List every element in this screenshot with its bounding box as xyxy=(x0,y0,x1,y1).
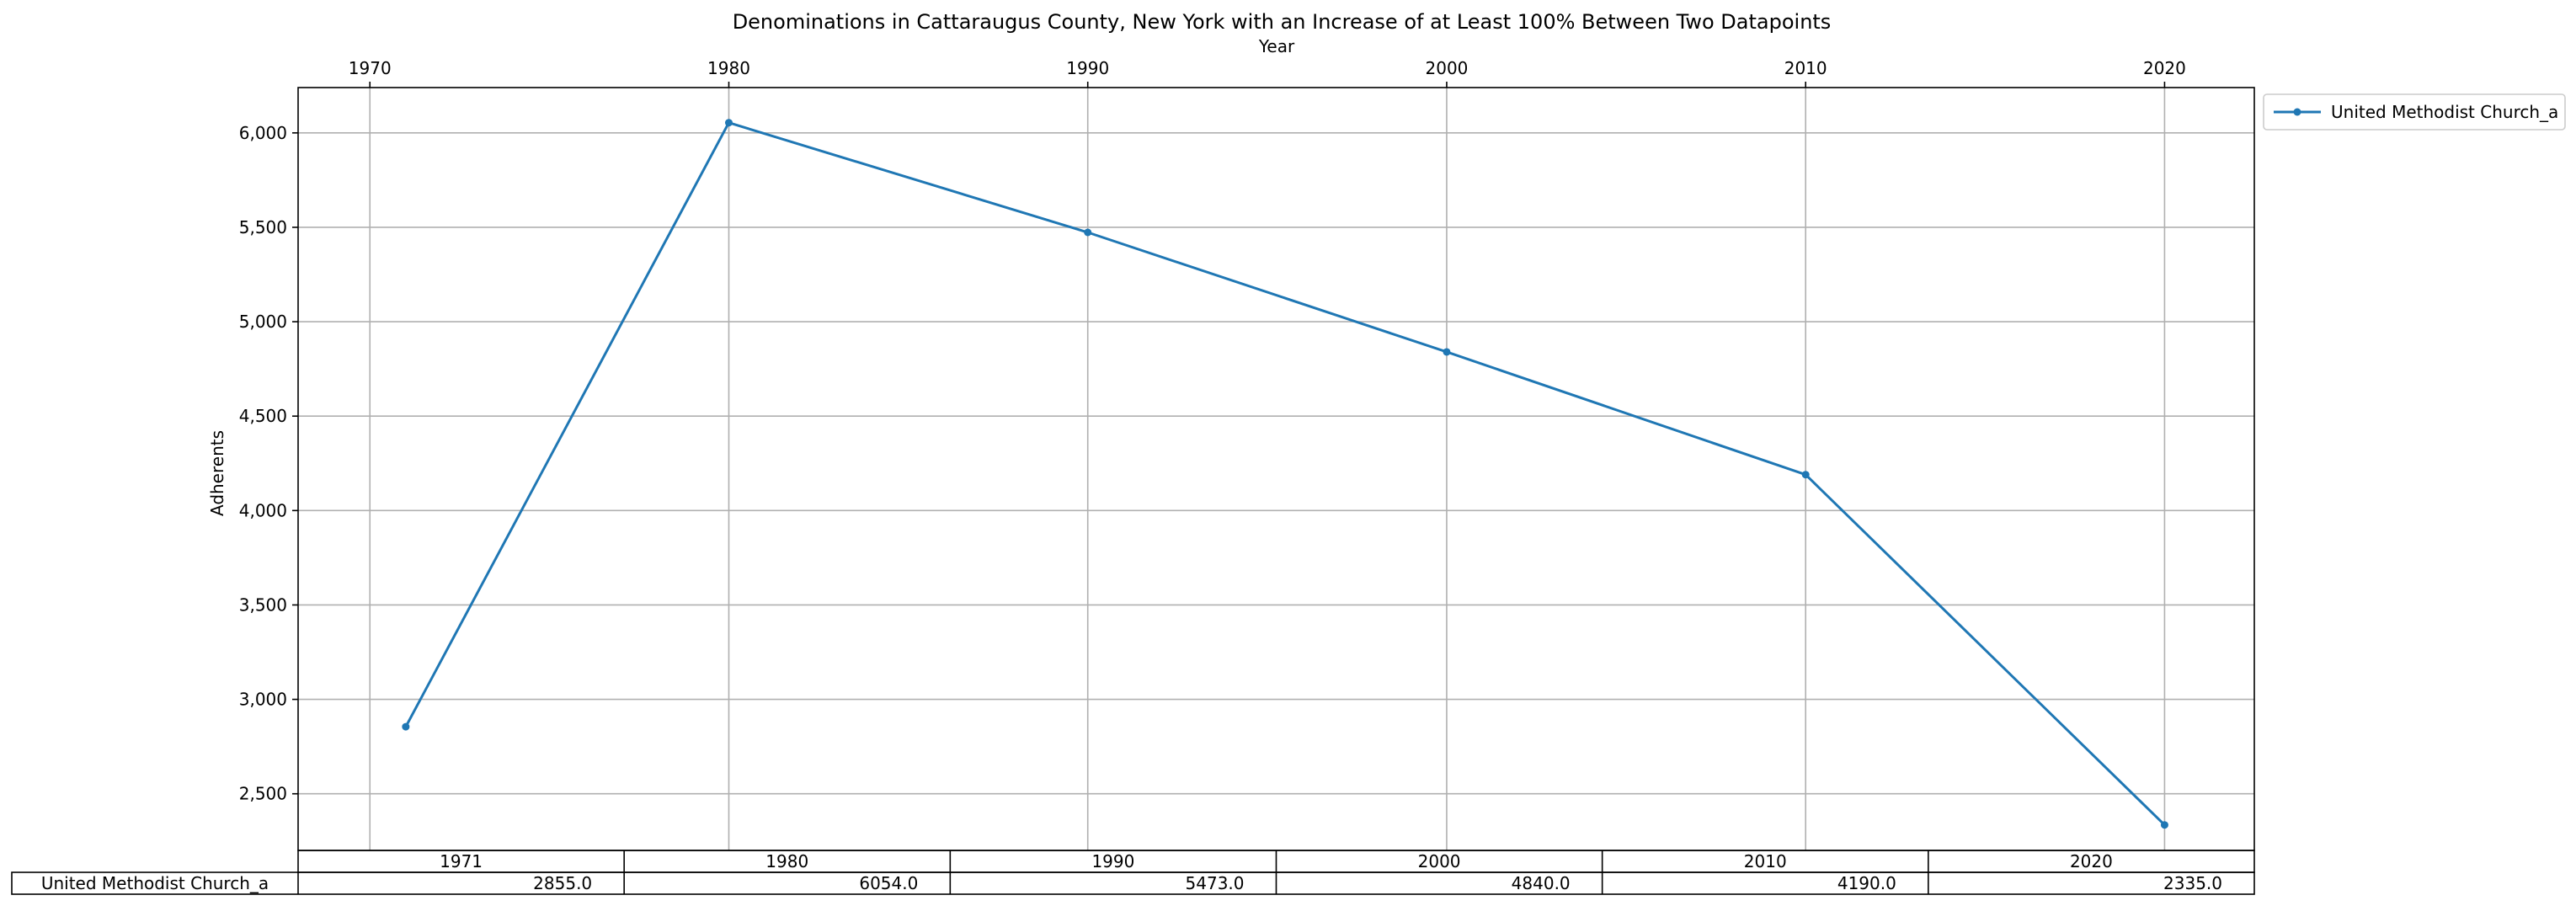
data-point xyxy=(1801,471,1810,479)
table-data-row xyxy=(11,871,2255,895)
table-column-header: 2000 xyxy=(1418,851,1461,871)
legend: United Methodist Church_a xyxy=(2263,93,2566,131)
x-tick-label: 2000 xyxy=(1426,58,1469,78)
legend-series-name: United Methodist Church_a xyxy=(2331,102,2558,122)
table-column-header: 2020 xyxy=(2070,851,2113,871)
table-cell: 4190.0 xyxy=(1837,873,1896,893)
y-tick-label: 2,500 xyxy=(239,784,287,804)
table-column-header: 1980 xyxy=(765,851,808,871)
grid-lines xyxy=(298,88,2254,850)
table-column-header: 2010 xyxy=(1744,851,1787,871)
y-axis-ticks: 2,500 3,000 3,500 4,000 4,500 5,000 5,500 6,000 xyxy=(239,123,298,804)
y-tick-label: 3,500 xyxy=(239,594,287,615)
data-point xyxy=(1084,228,1092,237)
data-point xyxy=(1443,348,1451,356)
y-axis-label: Adherents xyxy=(207,430,227,516)
table-row-label: United Methodist Church_a xyxy=(41,873,269,893)
plot-frame xyxy=(297,87,2255,851)
y-tick-label: 3,000 xyxy=(239,690,287,710)
table-column-header: 1971 xyxy=(440,851,483,871)
y-tick-label: 6,000 xyxy=(239,123,287,143)
y-tick-label: 5,000 xyxy=(239,312,287,332)
table-cell: 6054.0 xyxy=(859,873,918,893)
table-cell: 5473.0 xyxy=(1186,873,1245,893)
legend-series-marker xyxy=(2293,108,2301,116)
y-tick-label: 4,500 xyxy=(239,406,287,426)
x-tick-label: 2020 xyxy=(2143,58,2186,78)
y-tick-label: 4,000 xyxy=(239,500,287,520)
data-point xyxy=(724,119,733,127)
table-cell: 4840.0 xyxy=(1512,873,1571,893)
y-tick-label: 5,500 xyxy=(239,217,287,237)
x-axis-label: Year xyxy=(1258,36,1295,56)
data-table: 1971 1980 1990 2000 2010 2020 United Methodist… xyxy=(11,850,2255,895)
series-line xyxy=(404,120,2166,826)
chart-title: Denominations in Cattaraugus County, New… xyxy=(733,10,1832,34)
x-tick-label: 1970 xyxy=(349,58,392,78)
x-tick-label: 1990 xyxy=(1066,58,1109,78)
data-point xyxy=(402,722,410,731)
series-layer xyxy=(402,119,2168,829)
legend-box xyxy=(2263,93,2566,131)
x-axis-ticks: 1970 1980 1990 2000 2010 2020 xyxy=(349,58,2186,88)
table-cell: 2855.0 xyxy=(533,873,592,893)
data-point xyxy=(2160,821,2168,829)
table-column-header: 1990 xyxy=(1091,851,1134,871)
x-tick-label: 1980 xyxy=(707,58,750,78)
table-cell: 2335.0 xyxy=(2163,873,2222,893)
x-tick-label: 2010 xyxy=(1784,58,1827,78)
